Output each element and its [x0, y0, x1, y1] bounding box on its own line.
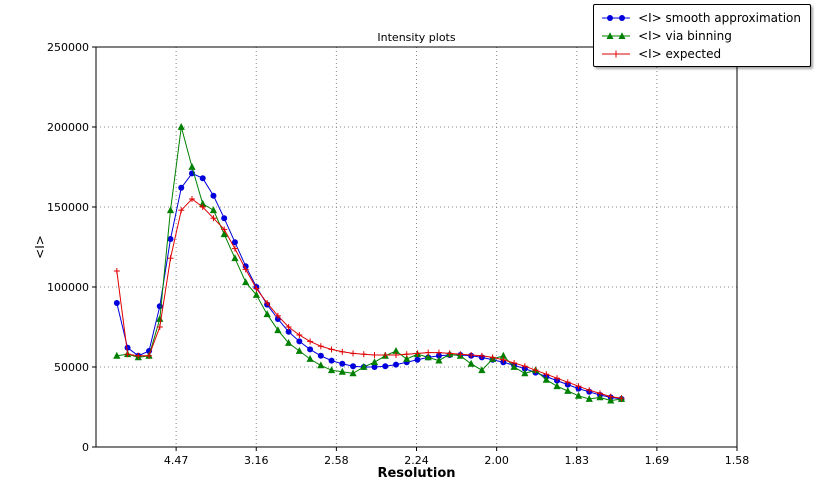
series-markers-2 — [113, 196, 625, 402]
y-tick-label: 0 — [82, 441, 89, 454]
x-tick-label: 1.83 — [565, 454, 590, 467]
series-line-2 — [116, 198, 622, 399]
y-tick-label: 100000 — [47, 281, 89, 294]
legend-label: <I> smooth approximation — [638, 10, 801, 25]
x-tick-label: 2.24 — [404, 454, 429, 467]
legend-item-smooth-approximation: <I> smooth approximation — [600, 9, 801, 26]
x-tick-label: 2.00 — [484, 454, 509, 467]
y-tick-label: 250000 — [47, 41, 89, 54]
legend-triangle-marker-icon — [602, 31, 631, 39]
legend-circle-marker-icon — [602, 14, 631, 21]
legend-label: <I> expected — [638, 46, 722, 61]
chart-title: Intensity plots — [377, 31, 456, 44]
y-axis-label: <I> — [33, 235, 47, 259]
y-tick-label: 150000 — [47, 201, 89, 214]
x-tick-label: 3.16 — [244, 454, 269, 467]
legend-item-expected: <I> expected — [600, 45, 801, 62]
x-axis-label: Resolution — [377, 466, 456, 481]
legend: <I> smooth approximation <I> via binning… — [593, 4, 811, 67]
x-tick-label: 4.47 — [164, 454, 189, 467]
legend-label: <I> via binning — [638, 28, 732, 43]
x-tick-label: 1.69 — [645, 454, 670, 467]
legend-plus-marker-icon — [602, 50, 631, 57]
x-tick-label: 2.58 — [324, 454, 349, 467]
y-tick-label: 50000 — [54, 361, 89, 374]
series-markers-1 — [113, 123, 626, 404]
y-tick-label: 200000 — [47, 121, 89, 134]
legend-item-via-binning: <I> via binning — [600, 27, 801, 44]
x-tick-label: 1.58 — [725, 454, 750, 467]
